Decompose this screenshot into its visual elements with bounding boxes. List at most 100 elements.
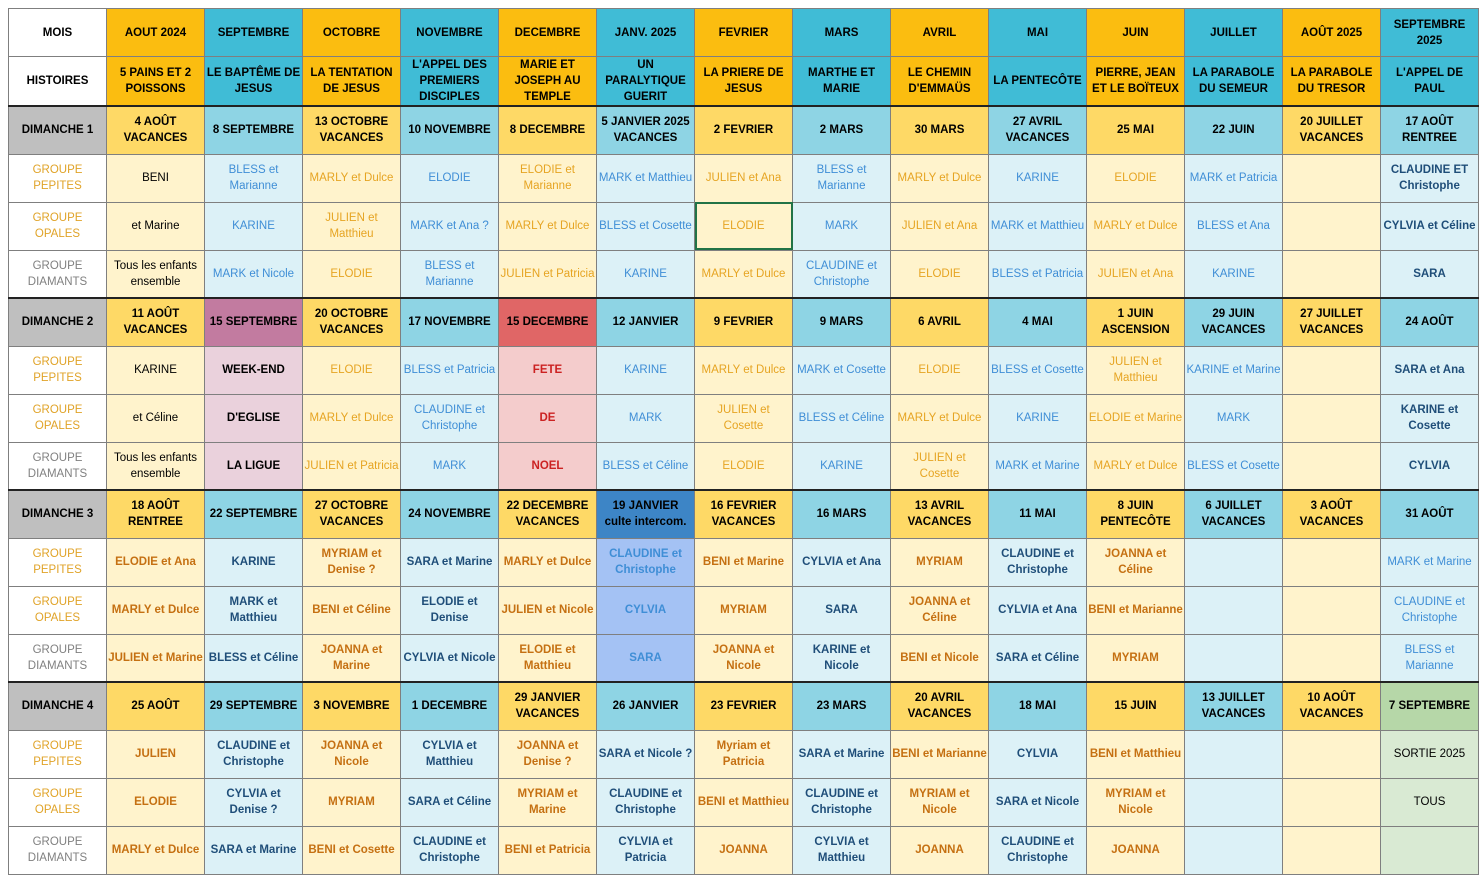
assignment-cell[interactable]: MARLY et Dulce [890,393,989,443]
assignment-cell[interactable]: CYLVIA et Patricia [596,825,695,875]
assignment-cell[interactable]: BLESS et Ana [1184,201,1283,251]
assignment-cell[interactable]: MARLY et Dulce [1086,201,1185,251]
assignment-cell[interactable]: D'EGLISE [204,393,303,443]
date-cell[interactable]: 27 JUILLET VACANCES [1282,297,1381,347]
assignment-cell[interactable]: ELODIE et Ana [106,537,205,587]
story-header-cell[interactable]: MARTHE ET MARIE [792,56,891,107]
assignment-cell[interactable]: MARK et Ana ? [400,201,499,251]
assignment-cell[interactable] [1282,585,1381,635]
date-cell[interactable]: 25 MAI [1086,105,1185,155]
story-header-cell[interactable]: LE CHEMIN D'EMMAÜS [890,56,989,107]
assignment-cell[interactable]: JOANNA et Nicole [694,633,793,683]
assignment-cell[interactable]: MARK [792,201,891,251]
assignment-cell[interactable]: MYRIAM et Nicole [1086,777,1185,827]
assignment-cell[interactable] [1282,633,1381,683]
assignment-cell[interactable]: MARK [400,441,499,491]
assignment-cell[interactable]: Myriam et Patricia [694,729,793,779]
assignment-cell[interactable]: CYLVIA [1380,441,1479,491]
assignment-cell[interactable]: BLESS et Marianne [1380,633,1479,683]
assignment-cell[interactable] [1184,729,1283,779]
month-header-cell[interactable]: DECEMBRE [498,8,597,57]
assignment-cell[interactable]: MARLY et Dulce [498,201,597,251]
assignment-cell[interactable]: ELODIE [1086,153,1185,203]
assignment-cell[interactable]: BLESS et Patricia [400,345,499,395]
assignment-cell[interactable] [1380,825,1479,875]
assignment-cell[interactable]: MARLY et Dulce [106,585,205,635]
assignment-cell[interactable]: KARINE [204,537,303,587]
group-label-pepites[interactable]: GROUPE PEPITES [8,153,107,203]
assignment-cell[interactable]: CLAUDINE et Christophe [988,537,1087,587]
story-header-cell[interactable]: LA PRIERE DE JESUS [694,56,793,107]
assignment-cell[interactable]: SARA et Marine [400,537,499,587]
date-cell[interactable]: 22 DECEMBRE VACANCES [498,489,597,539]
assignment-cell[interactable]: ELODIE et Marine [1086,393,1185,443]
assignment-cell[interactable]: CYLVIA et Ana [792,537,891,587]
group-label-opales[interactable]: GROUPE OPALES [8,585,107,635]
assignment-cell[interactable]: MYRIAM et Marine [498,777,597,827]
assignment-cell[interactable] [1282,441,1381,491]
assignment-cell[interactable]: CLAUDINE et Christophe [596,537,695,587]
assignment-cell[interactable]: MYRIAM [1086,633,1185,683]
date-cell[interactable]: 17 AOÛT RENTREE [1380,105,1479,155]
assignment-cell[interactable]: WEEK-END [204,345,303,395]
assignment-cell[interactable]: MARLY et Dulce [890,153,989,203]
month-header-cell[interactable]: NOVEMBRE [400,8,499,57]
assignment-cell[interactable]: ELODIE [106,777,205,827]
assignment-cell[interactable]: JULIEN et Patricia [302,441,401,491]
date-cell[interactable]: 20 AVRIL VACANCES [890,681,989,731]
date-cell[interactable]: 27 OCTOBRE VACANCES [302,489,401,539]
assignment-cell[interactable]: ELODIE [890,345,989,395]
story-header-cell[interactable]: L'APPEL DES PREMIERS DISCIPLES [400,56,499,107]
group-label-diamants[interactable]: GROUPE DIAMANTS [8,249,107,299]
assignment-cell[interactable]: BENI [106,153,205,203]
assignment-cell[interactable]: MARK et Matthieu [596,153,695,203]
assignment-cell[interactable]: KARINE [204,201,303,251]
date-cell[interactable]: 23 MARS [792,681,891,731]
assignment-cell[interactable]: CYLVIA [988,729,1087,779]
assignment-cell[interactable]: CLAUDINE et Christophe [792,249,891,299]
assignment-cell[interactable]: BLESS et Patricia [988,249,1087,299]
month-header-cell[interactable]: JUIN [1086,8,1185,57]
assignment-cell[interactable]: KARINE et Cosette [1380,393,1479,443]
assignment-cell[interactable]: CLAUDINE et Christophe [400,393,499,443]
sunday-label[interactable]: DIMANCHE 1 [8,105,107,155]
assignment-cell[interactable]: JULIEN et Matthieu [1086,345,1185,395]
date-cell[interactable]: 1 DECEMBRE [400,681,499,731]
assignment-cell[interactable]: BLESS et Cosette [1184,441,1283,491]
date-cell[interactable]: 8 SEPTEMBRE [204,105,303,155]
date-cell[interactable]: 6 JUILLET VACANCES [1184,489,1283,539]
assignment-cell[interactable]: JULIEN et Matthieu [302,201,401,251]
assignment-cell[interactable]: MARK et Patricia [1184,153,1283,203]
date-cell[interactable]: 10 AOÛT VACANCES [1282,681,1381,731]
story-header-cell[interactable]: 5 PAINS ET 2 POISSONS [106,56,205,107]
assignment-cell[interactable] [1184,537,1283,587]
assignment-cell[interactable]: JULIEN et Ana [1086,249,1185,299]
assignment-cell[interactable]: NOEL [498,441,597,491]
assignment-cell[interactable]: JULIEN et Nicole [498,585,597,635]
assignment-cell[interactable]: CLAUDINE et Christophe [596,777,695,827]
assignment-cell[interactable]: MARK et Marine [1380,537,1479,587]
assignment-cell[interactable]: KARINE [596,345,695,395]
date-cell[interactable]: 20 JUILLET VACANCES [1282,105,1381,155]
assignment-cell[interactable]: Tous les enfants ensemble [106,441,205,491]
assignment-cell[interactable]: BLESS et Céline [204,633,303,683]
assignment-cell[interactable]: CLAUDINE et Christophe [1380,585,1479,635]
group-label-pepites[interactable]: GROUPE PEPITES [8,729,107,779]
assignment-cell[interactable]: MARK et Nicole [204,249,303,299]
assignment-cell[interactable]: BENI et Matthieu [1086,729,1185,779]
assignment-cell[interactable]: SARA [792,585,891,635]
date-cell[interactable]: 5 JANVIER 2025 VACANCES [596,105,695,155]
assignment-cell[interactable]: CLAUDINE ET Christophe [1380,153,1479,203]
story-header-cell[interactable]: UN PARALYTIQUE GUERIT [596,56,695,107]
assignment-cell[interactable]: ELODIE et Matthieu [498,633,597,683]
date-cell[interactable]: 29 SEPTEMBRE [204,681,303,731]
assignment-cell[interactable]: BENI et Patricia [498,825,597,875]
date-cell[interactable]: 19 JANVIER culte intercom. [596,489,695,539]
assignment-cell[interactable] [1282,393,1381,443]
date-cell[interactable]: 15 JUIN [1086,681,1185,731]
assignment-cell[interactable]: JULIEN [106,729,205,779]
assignment-cell[interactable]: SARA et Marine [792,729,891,779]
assignment-cell[interactable]: TOUS [1380,777,1479,827]
assignment-cell[interactable]: LA LIGUE [204,441,303,491]
story-header-cell[interactable]: LA PARABOLE DU TRESOR [1282,56,1381,107]
